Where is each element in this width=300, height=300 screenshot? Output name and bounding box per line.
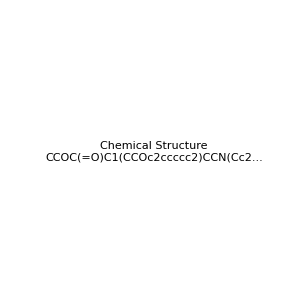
Text: Chemical Structure
CCOC(=O)C1(CCOc2ccccc2)CCN(Cc2...: Chemical Structure CCOC(=O)C1(CCOc2ccccc…: [45, 141, 262, 162]
